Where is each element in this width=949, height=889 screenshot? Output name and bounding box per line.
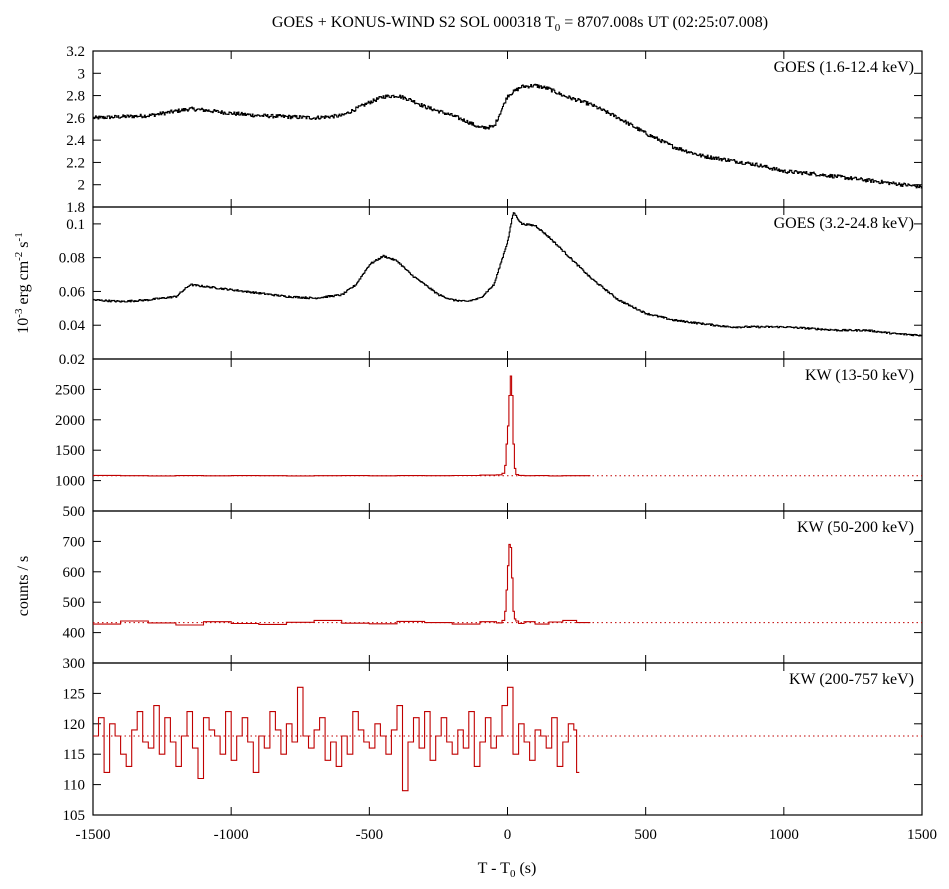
panel-label: KW (50-200 keV)	[797, 519, 914, 536]
y-tick-label: 300	[63, 656, 86, 672]
panel-label: GOES (1.6-12.4 keV)	[774, 59, 914, 76]
y-tick-label: 500	[63, 504, 86, 520]
panel-4: 300 400 500 600 700 KW (50-200 keV)	[63, 510, 923, 672]
y-tick-label: 3	[78, 66, 86, 82]
chart-panels: 1.8 2 2.2 2.4 2.6 2.8 3 3.2 GOES (1.6-12.4 keV) 0…	[55, 44, 923, 824]
y-tick-label: 110	[63, 778, 85, 794]
panel-5: 105 110 115 120 125 KW (200-757 keV)	[63, 662, 923, 824]
x-tick-label: -1500	[76, 827, 111, 843]
series-line	[93, 543, 591, 626]
y-tick-label: 2.4	[66, 133, 85, 149]
series-line	[93, 375, 591, 477]
y-tick-label: 3.2	[66, 44, 85, 60]
y-tick-label: 2500	[55, 382, 85, 398]
panel-3: 500 1000 1500 2000 2500 KW (13-50 keV)	[55, 358, 923, 520]
x-tick-label: 1000	[769, 827, 799, 843]
y-tick-label: 0.06	[59, 284, 86, 300]
y-tick-label: 0.08	[59, 251, 85, 267]
y-tick-label: 2.6	[66, 111, 85, 127]
y-tick-label: 2000	[55, 413, 85, 429]
panel-label: GOES (3.2-24.8 keV)	[774, 215, 914, 232]
x-tick-label: -1000	[214, 827, 249, 843]
y-axis-title-goes: 10-3 erg cm-2 s-1	[13, 232, 32, 333]
y-tick-label: 120	[63, 717, 86, 733]
y-tick-label: 105	[63, 808, 86, 824]
y-tick-label: 0.04	[59, 318, 86, 334]
series-line	[93, 212, 923, 337]
y-tick-label: 0.1	[66, 217, 85, 233]
y-tick-label: 115	[63, 747, 85, 763]
x-axis-tick-labels: -1500 -1000 -500 0 500 1000 1500	[76, 827, 938, 843]
y-axis-title-kw: counts / s	[15, 556, 32, 616]
panel-label: KW (200-757 keV)	[789, 671, 914, 688]
y-tick-label: 1.8	[66, 200, 85, 216]
x-tick-label: 1500	[907, 827, 937, 843]
x-axis-title: T - T0 (s)	[478, 860, 537, 880]
y-tick-label: 2.2	[66, 155, 85, 171]
y-tick-label: 1000	[55, 474, 85, 490]
chart-title: GOES + KONUS-WIND S2 SOL 000318 T0 = 870…	[272, 14, 768, 34]
y-tick-label: 0.02	[59, 352, 85, 368]
y-tick-label: 1500	[55, 443, 85, 459]
x-tick-label: 500	[634, 827, 657, 843]
series-line	[93, 686, 580, 792]
x-tick-label: 0	[504, 827, 512, 843]
panel-label: KW (13-50 keV)	[805, 367, 914, 384]
y-tick-label: 600	[63, 565, 86, 581]
y-tick-label: 400	[63, 626, 86, 642]
x-tick-label: -500	[356, 827, 384, 843]
panel-2: 0.02 0.04 0.06 0.08 0.1 GOES (3.2-24.8 keV)	[59, 206, 923, 368]
y-tick-label: 500	[63, 595, 86, 611]
y-tick-label: 2	[78, 178, 86, 194]
y-tick-label: 700	[63, 534, 86, 550]
y-tick-label: 2.8	[66, 89, 85, 105]
y-tick-label: 125	[63, 686, 86, 702]
panel-1: 1.8 2 2.2 2.4 2.6 2.8 3 3.2 GOES (1.6-12.4 keV)	[66, 44, 923, 216]
series-line	[93, 83, 923, 189]
